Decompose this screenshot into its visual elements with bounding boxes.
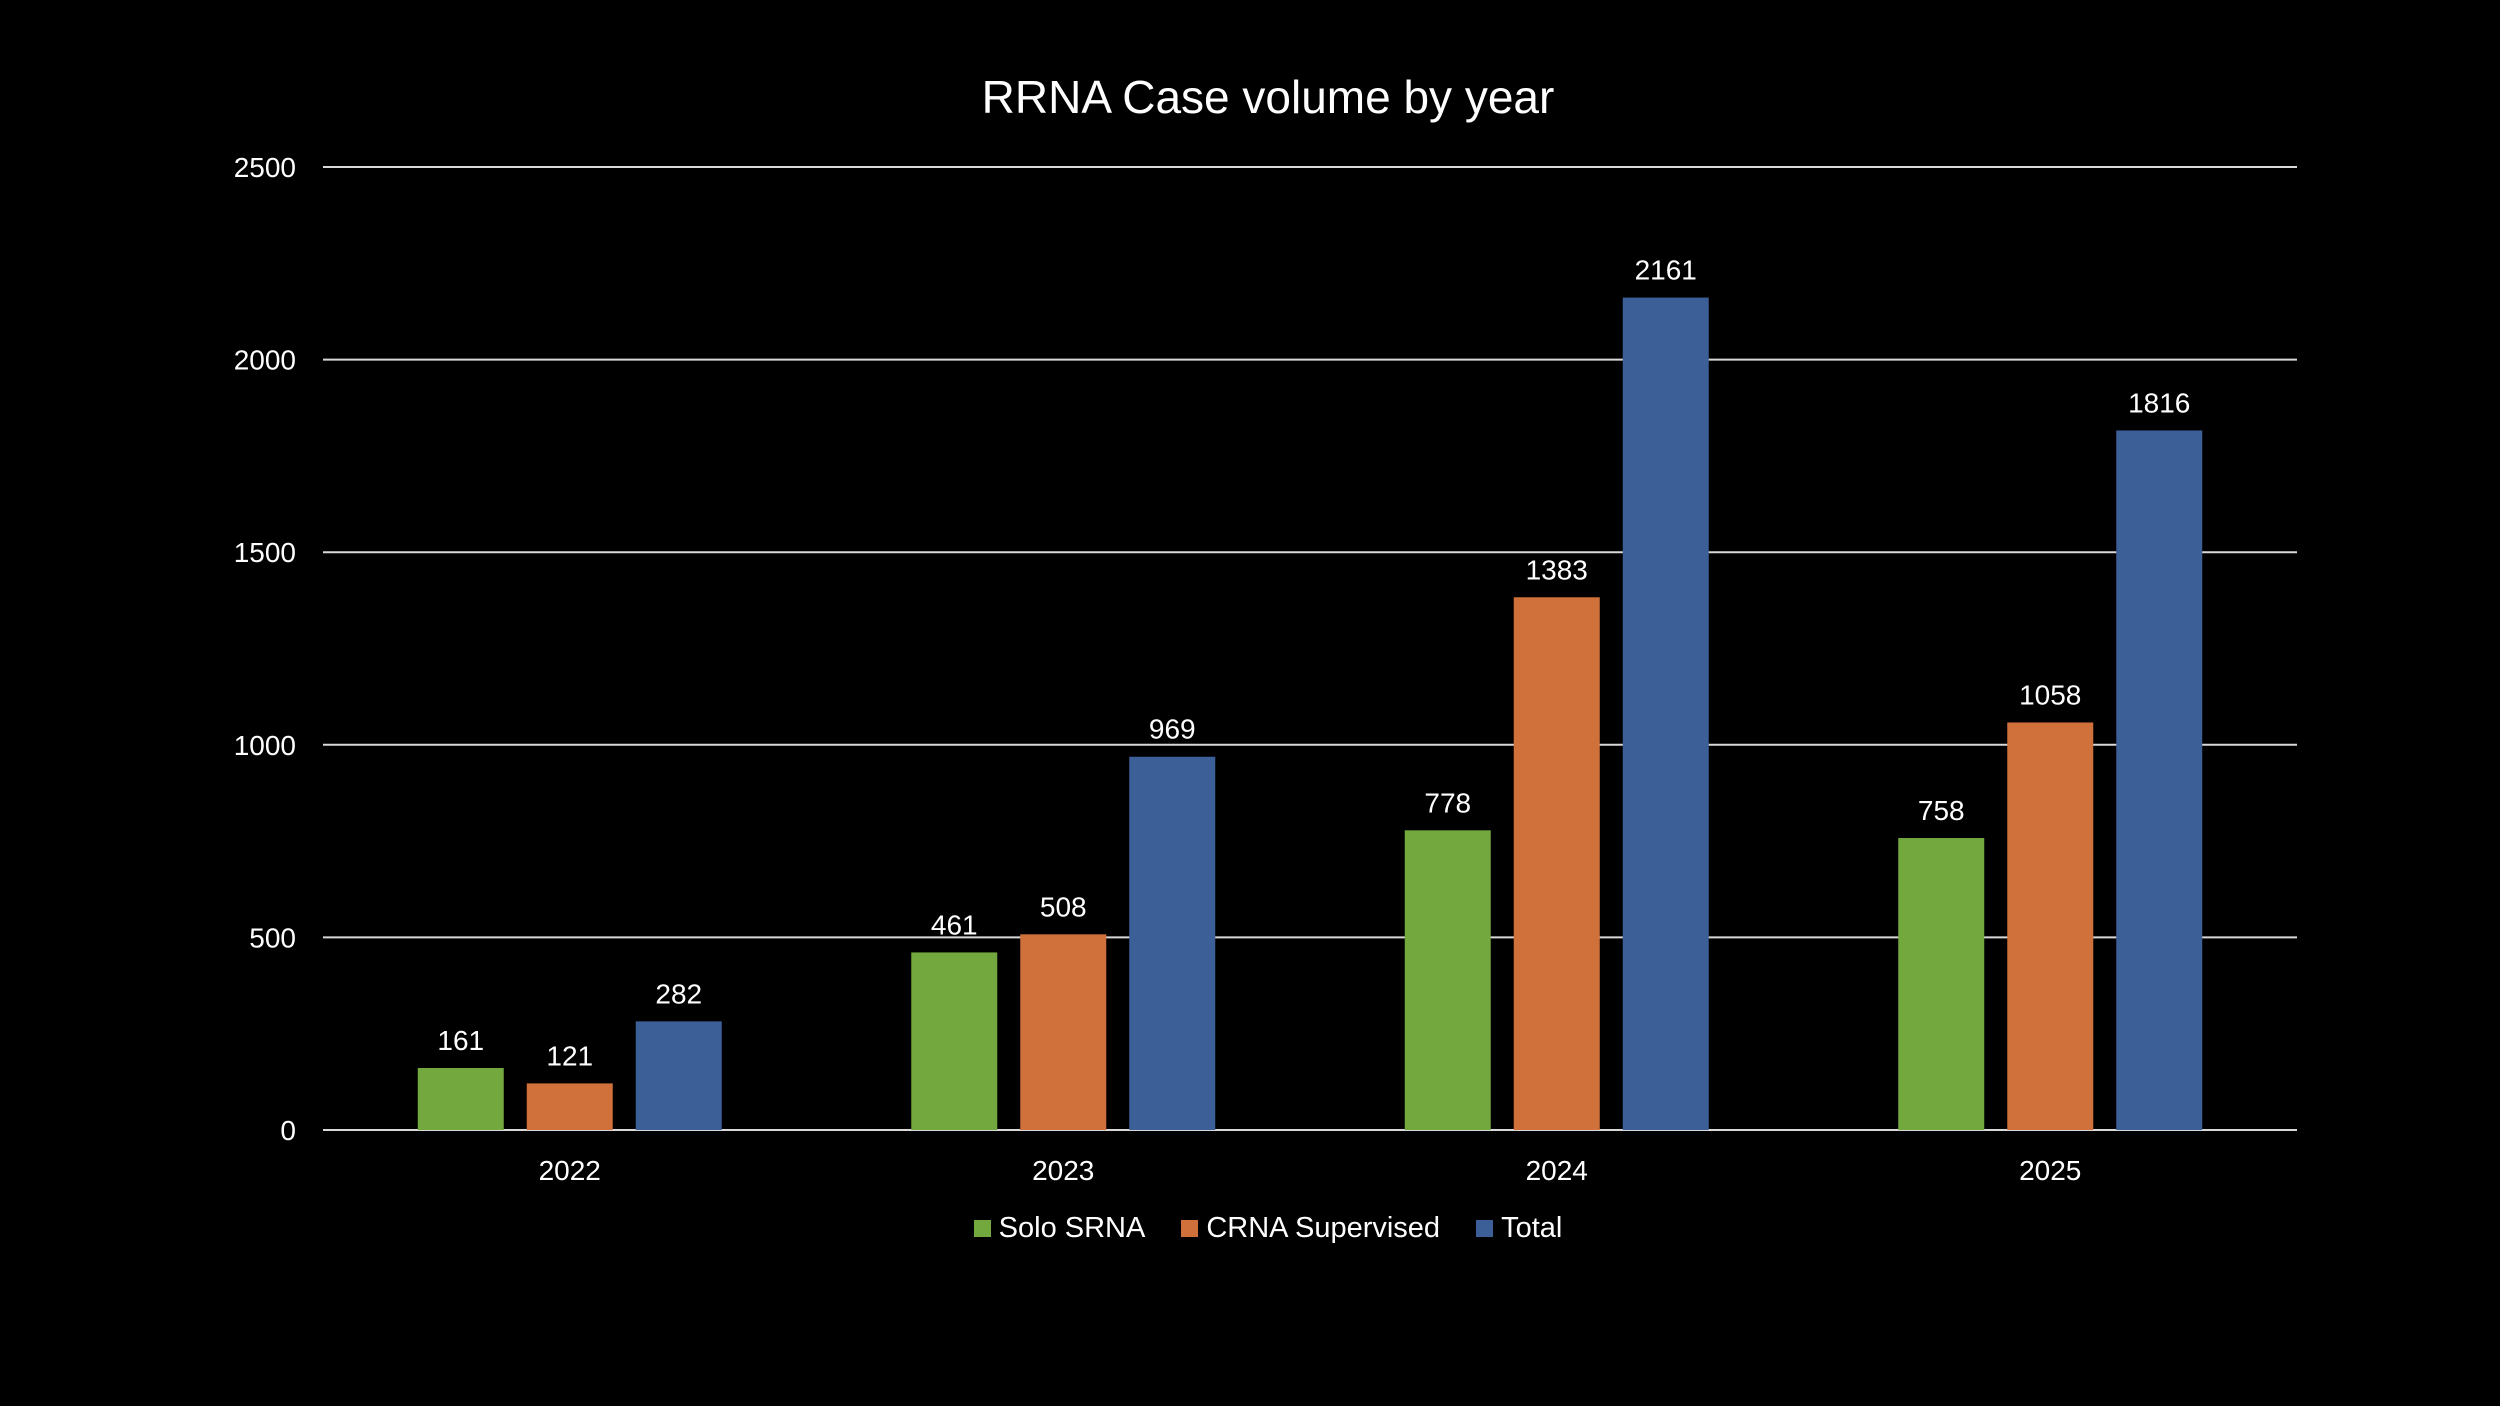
- x-tick-label: 2024: [1526, 1155, 1588, 1186]
- y-tick-label: 500: [249, 922, 296, 953]
- legend-swatch: [1181, 1220, 1199, 1237]
- legend-label: CRNA Supervised: [1206, 1212, 1441, 1244]
- x-tick-label: 2025: [2019, 1155, 2081, 1186]
- data-label: 161: [437, 1025, 484, 1056]
- chart-title: RRNA Case volume by year: [981, 71, 1555, 123]
- y-tick-label: 1500: [234, 537, 296, 568]
- bar-total-2024: [1622, 297, 1709, 1131]
- data-label: 121: [546, 1040, 593, 1071]
- data-label: 461: [931, 909, 978, 940]
- data-label: 778: [1424, 787, 1471, 818]
- data-labels: 161 121 282 461 508 969 778 1383 2161 758 1058 1816: [437, 255, 2190, 1072]
- bar-total-2022: [635, 1021, 722, 1130]
- data-label: 282: [655, 978, 702, 1009]
- x-axis-ticks: 2022 2023 2024 2025: [539, 1155, 2082, 1186]
- legend-item: Solo SRNA: [973, 1212, 1146, 1245]
- data-label: 508: [1040, 891, 1087, 922]
- y-tick-label: 2000: [234, 345, 296, 376]
- data-label: 1816: [2128, 387, 2190, 418]
- x-tick-label: 2022: [539, 1155, 601, 1186]
- bar-solo-srna-2025: [1898, 838, 1985, 1130]
- data-label: 969: [1149, 714, 1196, 745]
- data-label: 1383: [1526, 554, 1588, 585]
- bar-crna-supervised-2024: [1513, 597, 1600, 1130]
- bar-crna-supervised-2023: [1020, 934, 1107, 1130]
- x-tick-label: 2023: [1032, 1155, 1094, 1186]
- bar-solo-srna-2022: [417, 1067, 504, 1130]
- bar-solo-srna-2024: [1404, 830, 1491, 1130]
- bar-total-2023: [1129, 756, 1216, 1130]
- legend-label: Solo SRNA: [998, 1212, 1146, 1244]
- legend: Solo SRNA CRNA Supervised Total: [0, 1212, 2500, 1245]
- bar-solo-srna-2023: [911, 952, 998, 1130]
- legend-swatch: [973, 1220, 991, 1237]
- legend-swatch: [1476, 1220, 1494, 1237]
- y-axis-ticks: 0 500 1000 1500 2000 2500: [234, 152, 296, 1146]
- data-label: 1058: [2019, 679, 2081, 710]
- y-tick-label: 0: [280, 1115, 296, 1146]
- y-tick-label: 2500: [234, 152, 296, 183]
- gridlines: [323, 166, 2297, 1131]
- bar-crna-supervised-2022: [526, 1083, 613, 1130]
- bars: [417, 297, 2203, 1131]
- legend-label: Total: [1501, 1212, 1563, 1244]
- bar-total-2025: [2116, 430, 2203, 1130]
- y-tick-label: 1000: [234, 730, 296, 761]
- bar-crna-supervised-2025: [2007, 722, 2094, 1130]
- legend-item: Total: [1476, 1212, 1562, 1245]
- legend-item: CRNA Supervised: [1181, 1212, 1440, 1245]
- data-label: 2161: [1635, 255, 1697, 286]
- data-label: 758: [1918, 795, 1965, 826]
